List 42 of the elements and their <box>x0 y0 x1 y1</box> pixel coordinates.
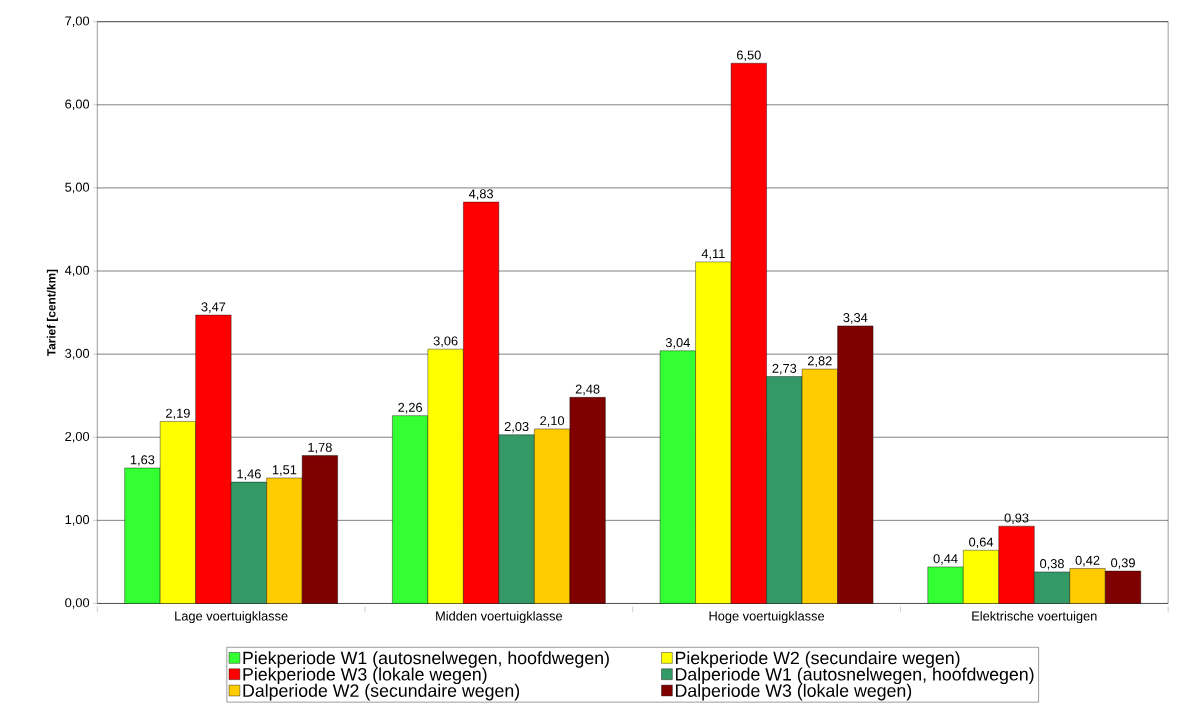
x-tick-label: Lage voertuigklasse <box>175 611 288 624</box>
y-tick-label: 2,00 <box>65 431 90 443</box>
x-tick-label: Midden voertuigklasse <box>436 611 563 624</box>
y-tick-label: 3,00 <box>65 348 90 360</box>
data-label: 3,47 <box>201 302 226 313</box>
data-label: 2,03 <box>504 422 529 433</box>
legend-label: Dalperiode W3 (lokale wegen) <box>675 683 912 701</box>
data-label: 1,46 <box>237 469 261 480</box>
data-label: 2,19 <box>166 408 190 420</box>
legend-label: Piekperiode W2 (secundaire wegen) <box>675 651 960 668</box>
data-label: 2,10 <box>540 416 565 427</box>
data-label: 2,48 <box>575 384 600 396</box>
data-label: 1,78 <box>308 442 332 454</box>
y-tick-label: 1,00 <box>65 515 90 526</box>
data-label: 6,50 <box>737 50 761 62</box>
data-label: 3,34 <box>843 313 868 324</box>
x-tick-label: Elektrische voertuigen <box>972 611 1097 624</box>
data-label: 0,93 <box>1004 513 1029 525</box>
legend-label: Piekperiode W1 (autosnelwegen, hoofdwegen) <box>243 651 609 668</box>
legend-label: Dalperiode W1 (autosnelwegen, hoofdwegen) <box>675 667 1034 685</box>
data-label: 0,44 <box>933 554 958 565</box>
y-tick-label: 6,00 <box>65 99 90 111</box>
data-label: 0,38 <box>1040 559 1064 570</box>
data-label: 1,51 <box>272 465 297 476</box>
data-label: 3,04 <box>665 338 690 349</box>
y-tick-label: 4,00 <box>64 265 90 277</box>
data-label: 2,82 <box>808 356 832 367</box>
y-tick-label: 7,00 <box>65 16 90 28</box>
data-label: 0,64 <box>969 537 994 549</box>
legend-label: Dalperiode W2 (secundaire wegen) <box>243 683 520 701</box>
data-label: 1,63 <box>130 455 155 466</box>
data-label: 0,39 <box>1111 558 1135 569</box>
data-label: 2,26 <box>398 402 423 414</box>
data-label: 3,06 <box>433 336 458 348</box>
y-tick-label: 0,00 <box>65 598 90 609</box>
data-label: 2,73 <box>772 363 797 375</box>
data-label: 4,83 <box>468 189 494 200</box>
x-tick-label: Hoge voertuigklasse <box>709 611 825 624</box>
data-label: 4,11 <box>701 249 725 260</box>
y-axis-title: Tarief [cent/km] <box>46 269 58 357</box>
data-label: 0,42 <box>1075 555 1100 567</box>
y-tick-label: 5,00 <box>65 182 90 194</box>
